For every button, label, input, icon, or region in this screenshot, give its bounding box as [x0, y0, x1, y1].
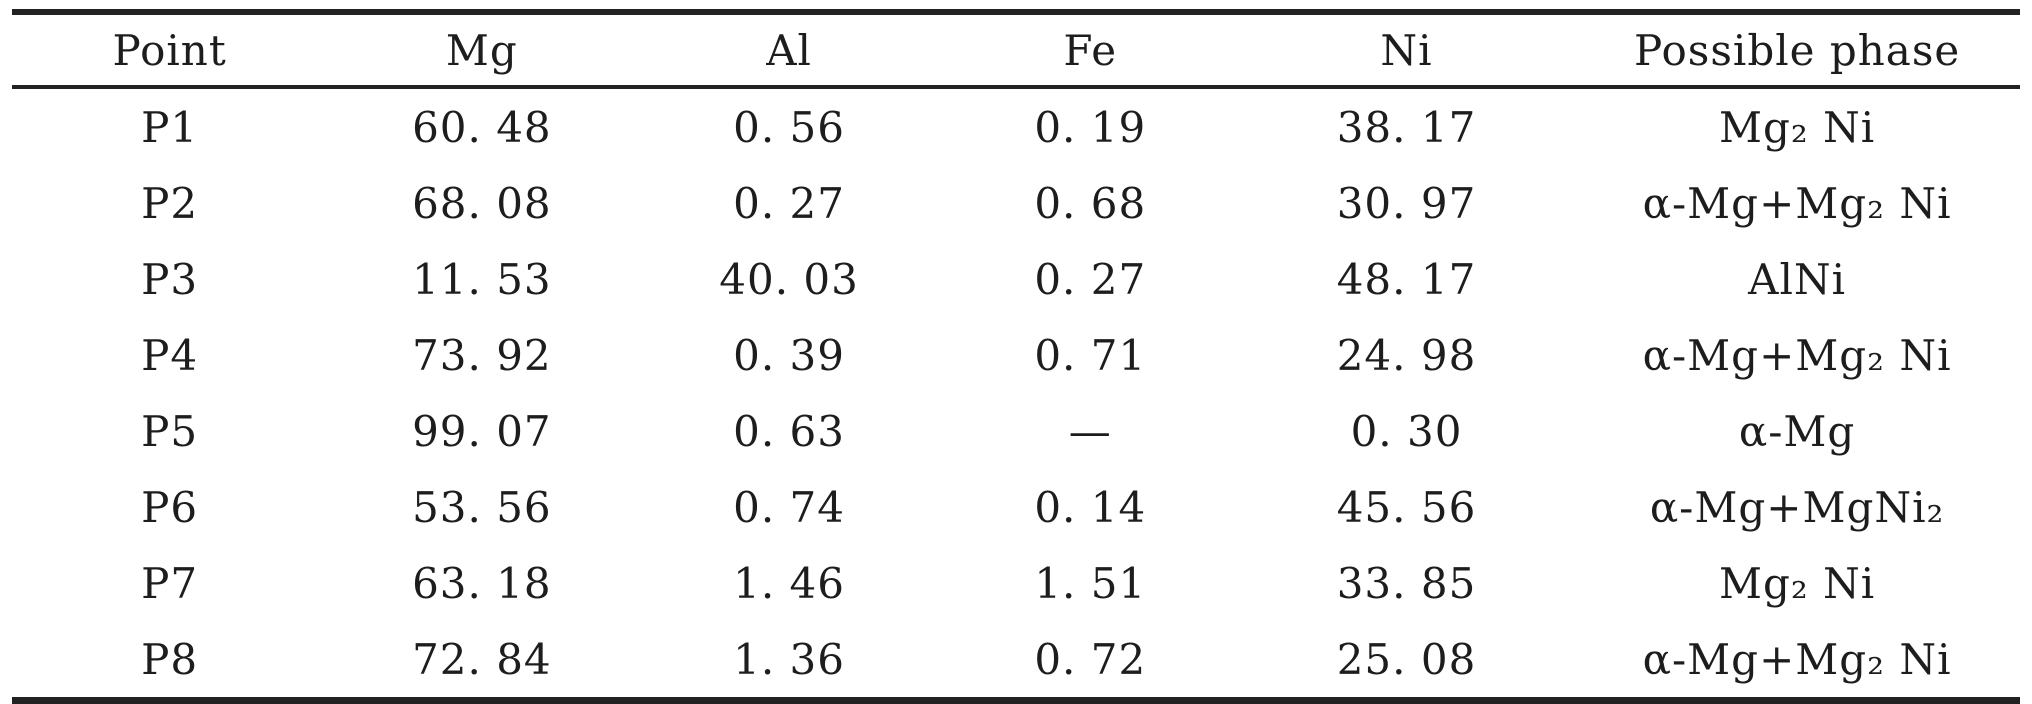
cell-al: 1. 36	[733, 634, 845, 684]
cell-mg: 63. 18	[412, 558, 552, 608]
cell-mg: 72. 84	[412, 634, 552, 684]
cell-point: P4	[141, 330, 199, 380]
header-row: Point Mg Al Fe Ni Possible phase	[12, 12, 2020, 89]
cell-point: P5	[141, 406, 199, 456]
cell-mg: 73. 92	[412, 330, 552, 380]
cell-fe: 0. 27	[1034, 254, 1147, 304]
column-header-possible-phase: Possible phase	[1574, 12, 2020, 89]
cell-ni: 30. 97	[1336, 178, 1477, 228]
cell-fe: 0. 71	[1034, 330, 1147, 380]
cell-ni: 25. 08	[1336, 634, 1477, 684]
table-row: P8 72. 84 1. 36 0. 72 25. 08 α-Mg+Mg₂ Ni	[12, 621, 2020, 701]
cell-fe: 0. 68	[1034, 178, 1147, 228]
table-row: P5 99. 07 0. 63 — 0. 30 α-Mg	[12, 393, 2020, 469]
cell-phase: α-Mg+MgNi₂	[1649, 482, 1945, 532]
table-row: P3 11. 53 40. 03 0. 27 48. 17 AlNi	[12, 241, 2020, 317]
cell-mg: 60. 48	[412, 102, 552, 152]
table-row: P2 68. 08 0. 27 0. 68 30. 97 α-Mg+Mg₂ Ni	[12, 165, 2020, 241]
column-header-fe: Fe	[941, 12, 1239, 89]
cell-phase: α-Mg	[1738, 406, 1856, 456]
table-row: P6 53. 56 0. 74 0. 14 45. 56 α-Mg+MgNi₂	[12, 469, 2020, 545]
cell-al: 0. 74	[733, 482, 845, 532]
cell-al: 0. 27	[733, 178, 845, 228]
cell-point: P6	[141, 482, 199, 532]
cell-phase: α-Mg+Mg₂ Ni	[1642, 178, 1952, 228]
column-header-point: Point	[12, 12, 328, 89]
column-header-mg: Mg	[327, 12, 637, 89]
cell-ni: 45. 56	[1336, 482, 1477, 532]
eds-point-analysis-table: Point Mg Al Fe Ni Possible phase P1 60. …	[12, 9, 2020, 704]
cell-ni: 0. 30	[1350, 406, 1463, 456]
cell-phase: α-Mg+Mg₂ Ni	[1642, 634, 1952, 684]
cell-fe: 0. 19	[1034, 102, 1147, 152]
cell-ni: 48. 17	[1336, 254, 1477, 304]
cell-al: 0. 63	[733, 406, 845, 456]
cell-phase: Mg₂ Ni	[1718, 558, 1876, 608]
cell-mg: 68. 08	[412, 178, 552, 228]
table-row: P1 60. 48 0. 56 0. 19 38. 17 Mg₂ Ni	[12, 87, 2020, 165]
cell-al: 0. 56	[733, 102, 845, 152]
cell-mg: 11. 53	[412, 254, 552, 304]
cell-ni: 33. 85	[1336, 558, 1477, 608]
column-header-ni: Ni	[1238, 12, 1575, 89]
cell-mg: 99. 07	[412, 406, 552, 456]
cell-mg: 53. 56	[412, 482, 552, 532]
cell-ni: 24. 98	[1336, 330, 1477, 380]
cell-fe: 0. 14	[1034, 482, 1147, 532]
cell-al: 0. 39	[733, 330, 845, 380]
cell-fe: —	[1068, 406, 1112, 456]
cell-ni: 38. 17	[1336, 102, 1477, 152]
cell-point: P3	[141, 254, 199, 304]
cell-al: 40. 03	[719, 254, 859, 304]
table-row: P4 73. 92 0. 39 0. 71 24. 98 α-Mg+Mg₂ Ni	[12, 317, 2020, 393]
column-header-al: Al	[636, 12, 942, 89]
cell-point: P7	[141, 558, 199, 608]
cell-phase: AlNi	[1748, 254, 1847, 304]
cell-al: 1. 46	[733, 558, 845, 608]
cell-phase: Mg₂ Ni	[1718, 102, 1876, 152]
cell-fe: 1. 51	[1034, 558, 1147, 608]
cell-phase: α-Mg+Mg₂ Ni	[1642, 330, 1952, 380]
cell-point: P2	[141, 178, 199, 228]
table-row: P7 63. 18 1. 46 1. 51 33. 85 Mg₂ Ni	[12, 545, 2020, 621]
cell-point: P1	[141, 102, 199, 152]
cell-point: P8	[141, 634, 199, 684]
cell-fe: 0. 72	[1034, 634, 1147, 684]
